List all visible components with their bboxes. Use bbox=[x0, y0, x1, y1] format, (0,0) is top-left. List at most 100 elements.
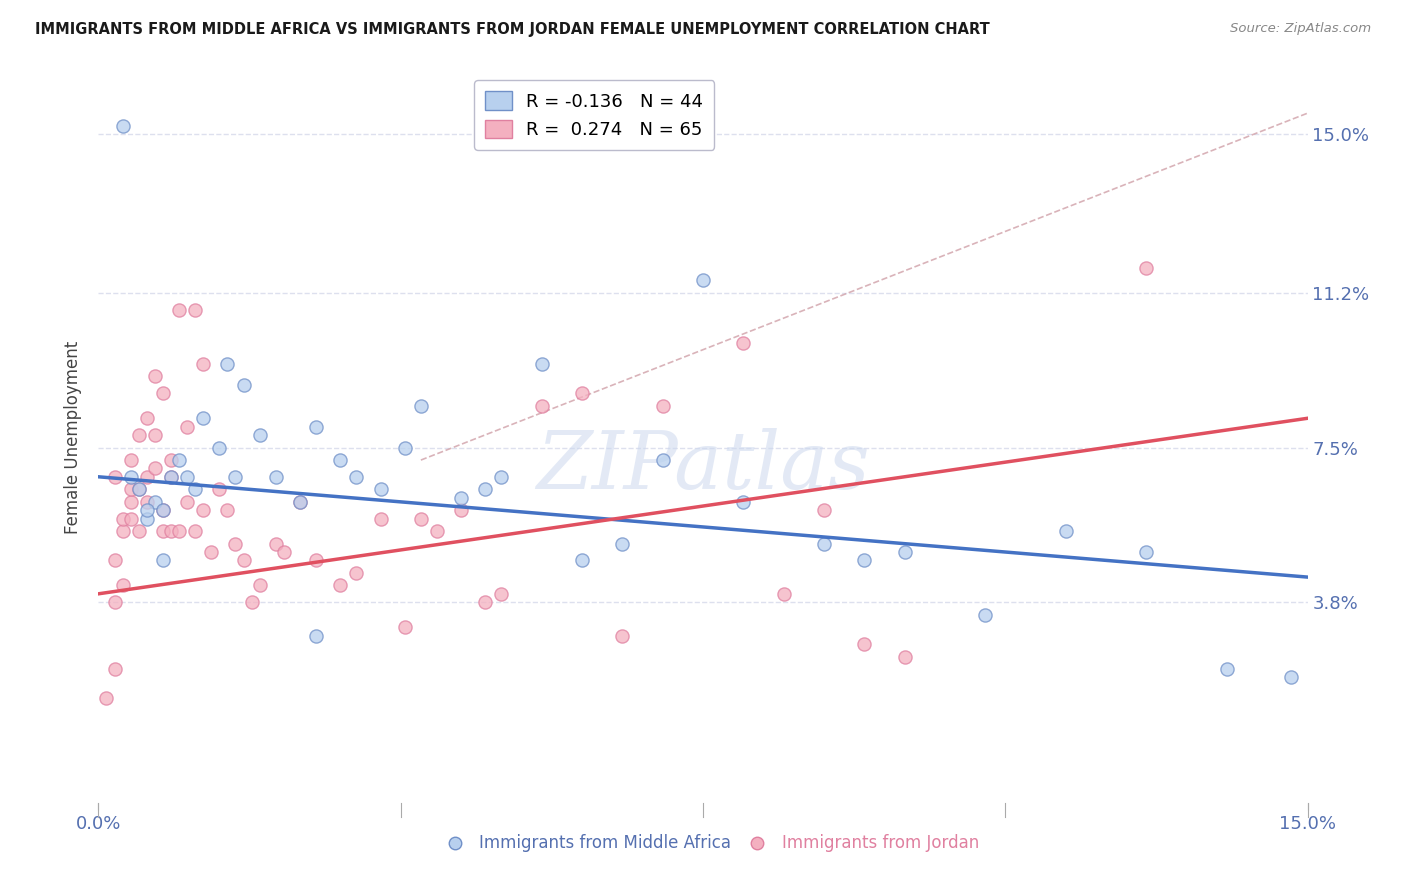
Point bbox=[370, 483, 392, 497]
Point bbox=[692, 273, 714, 287]
Point bbox=[120, 470, 142, 484]
Text: Immigrants from Middle Africa: Immigrants from Middle Africa bbox=[479, 834, 731, 852]
Point bbox=[176, 419, 198, 434]
Point bbox=[184, 524, 207, 538]
Point bbox=[184, 483, 207, 497]
Point bbox=[232, 377, 254, 392]
Point bbox=[167, 302, 190, 317]
Point bbox=[208, 483, 231, 497]
Point bbox=[305, 629, 328, 643]
Point bbox=[103, 662, 125, 676]
Point bbox=[474, 483, 496, 497]
Point bbox=[305, 553, 328, 567]
Point bbox=[96, 691, 118, 706]
Point bbox=[853, 637, 876, 651]
Point bbox=[152, 503, 174, 517]
Point bbox=[450, 491, 472, 505]
Point bbox=[111, 511, 134, 525]
Point bbox=[120, 453, 142, 467]
Point bbox=[128, 428, 150, 442]
Point bbox=[176, 495, 198, 509]
Point bbox=[217, 357, 239, 371]
Point bbox=[160, 453, 183, 467]
Point bbox=[135, 503, 157, 517]
Point bbox=[772, 587, 794, 601]
Point bbox=[733, 336, 755, 351]
Point bbox=[733, 495, 755, 509]
Point bbox=[813, 503, 835, 517]
Point bbox=[135, 495, 157, 509]
Point bbox=[426, 524, 449, 538]
Point bbox=[160, 524, 183, 538]
Point bbox=[111, 119, 134, 133]
Point bbox=[152, 386, 174, 401]
Point bbox=[128, 483, 150, 497]
Point bbox=[167, 453, 190, 467]
Point bbox=[240, 595, 263, 609]
Point bbox=[1135, 545, 1157, 559]
Point bbox=[305, 419, 328, 434]
Point bbox=[344, 470, 367, 484]
Point bbox=[152, 524, 174, 538]
Text: Source: ZipAtlas.com: Source: ZipAtlas.com bbox=[1230, 22, 1371, 36]
Point bbox=[450, 503, 472, 517]
Text: Immigrants from Jordan: Immigrants from Jordan bbox=[782, 834, 979, 852]
Point bbox=[409, 511, 432, 525]
Point bbox=[249, 578, 271, 592]
Point bbox=[394, 620, 416, 634]
Point bbox=[184, 302, 207, 317]
Point bbox=[135, 511, 157, 525]
Point bbox=[974, 607, 997, 622]
Point bbox=[224, 470, 246, 484]
Point bbox=[120, 495, 142, 509]
Point bbox=[111, 524, 134, 538]
Point bbox=[128, 483, 150, 497]
Point bbox=[143, 369, 166, 384]
Point bbox=[530, 399, 553, 413]
Text: ZIPatlas: ZIPatlas bbox=[536, 427, 870, 505]
Point bbox=[152, 503, 174, 517]
Point bbox=[103, 595, 125, 609]
Point bbox=[208, 441, 231, 455]
Point bbox=[288, 495, 311, 509]
Point bbox=[612, 536, 634, 550]
Point bbox=[143, 428, 166, 442]
Point bbox=[329, 453, 352, 467]
Point bbox=[120, 511, 142, 525]
Point bbox=[135, 411, 157, 425]
Point bbox=[394, 441, 416, 455]
Point bbox=[217, 503, 239, 517]
Point bbox=[1135, 260, 1157, 275]
Point bbox=[530, 357, 553, 371]
Text: IMMIGRANTS FROM MIDDLE AFRICA VS IMMIGRANTS FROM JORDAN FEMALE UNEMPLOYMENT CORR: IMMIGRANTS FROM MIDDLE AFRICA VS IMMIGRA… bbox=[35, 22, 990, 37]
Point bbox=[224, 536, 246, 550]
Point bbox=[143, 495, 166, 509]
Point bbox=[193, 357, 215, 371]
Y-axis label: Female Unemployment: Female Unemployment bbox=[63, 341, 82, 533]
Point bbox=[370, 511, 392, 525]
Point bbox=[893, 649, 915, 664]
Point bbox=[103, 470, 125, 484]
Point bbox=[264, 536, 287, 550]
Point bbox=[160, 470, 183, 484]
Point bbox=[1216, 662, 1239, 676]
Point bbox=[491, 470, 513, 484]
Point bbox=[264, 470, 287, 484]
Point bbox=[651, 399, 673, 413]
Point bbox=[651, 453, 673, 467]
Point bbox=[409, 399, 432, 413]
Point bbox=[249, 428, 271, 442]
Point bbox=[176, 470, 198, 484]
Point bbox=[193, 503, 215, 517]
Point bbox=[200, 545, 222, 559]
Point bbox=[273, 545, 295, 559]
Point bbox=[160, 470, 183, 484]
Point bbox=[111, 578, 134, 592]
Point bbox=[893, 545, 915, 559]
Point bbox=[167, 524, 190, 538]
Point bbox=[232, 553, 254, 567]
Point bbox=[135, 470, 157, 484]
Point bbox=[813, 536, 835, 550]
Point bbox=[103, 553, 125, 567]
Point bbox=[288, 495, 311, 509]
